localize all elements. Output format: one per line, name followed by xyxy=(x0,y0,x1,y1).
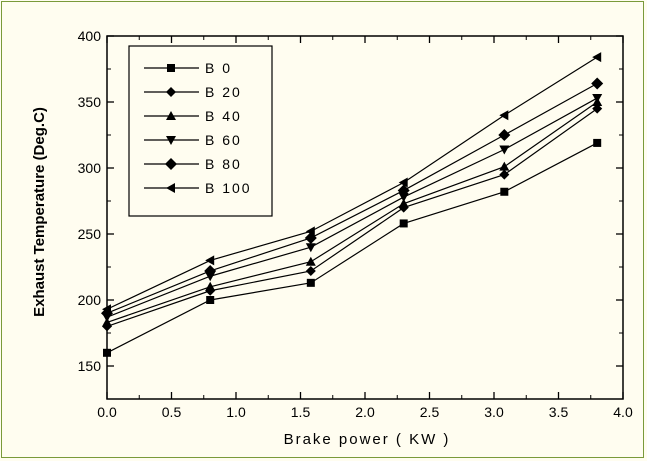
series-2-point-2 xyxy=(305,256,316,266)
legend-entry-5: B 100 xyxy=(144,180,252,196)
series-2-point-1 xyxy=(205,281,216,291)
legend-label-3: B 60 xyxy=(205,132,242,148)
legend-marker-5 xyxy=(166,183,175,193)
series-line-4 xyxy=(106,82,598,314)
series-1-point-5 xyxy=(592,103,603,114)
legend-marker-1 xyxy=(166,87,176,97)
legend-label-4: B 80 xyxy=(205,156,242,172)
legend-entry-1: B 20 xyxy=(144,84,242,100)
legend-label-0: B 0 xyxy=(205,60,232,76)
series-0-point-5 xyxy=(593,138,602,147)
x-tick-label-5: 2.5 xyxy=(420,404,440,420)
legend-label-5: B 100 xyxy=(205,180,252,196)
series-3 xyxy=(102,94,603,323)
series-line-5 xyxy=(106,56,598,310)
series-4 xyxy=(101,77,604,320)
series-0-point-2 xyxy=(306,278,315,287)
x-tick-label-4: 2.0 xyxy=(355,404,375,420)
y-tick-label-2: 250 xyxy=(78,226,102,242)
series-0 xyxy=(103,138,602,357)
series-line-3 xyxy=(106,97,598,318)
legend-marker-4 xyxy=(165,158,177,170)
legend-marker-0 xyxy=(167,64,175,72)
series-layer xyxy=(101,52,604,357)
series-5 xyxy=(102,52,602,315)
x-tick-label-7: 3.5 xyxy=(549,404,569,420)
legend-label-1: B 20 xyxy=(205,84,242,100)
series-4-point-3 xyxy=(397,184,410,197)
series-5-point-4 xyxy=(499,110,509,121)
series-line-2 xyxy=(106,101,598,324)
series-3-point-4 xyxy=(499,145,510,155)
y-tick-label-4: 350 xyxy=(78,94,102,110)
series-0-point-3 xyxy=(399,219,408,228)
series-2 xyxy=(102,97,603,327)
y-tick-label-0: 150 xyxy=(78,358,102,374)
series-4-point-4 xyxy=(498,129,511,141)
series-4-point-1 xyxy=(204,264,217,277)
legend-entry-4: B 80 xyxy=(144,156,242,172)
series-0-point-4 xyxy=(500,187,509,196)
x-tick-label-3: 1.5 xyxy=(291,404,311,420)
legend-entry-2: B 40 xyxy=(144,108,242,124)
series-5-point-5 xyxy=(592,52,602,63)
x-axis-title: Brake power ( KW ) xyxy=(284,431,451,448)
series-2-point-3 xyxy=(398,198,409,208)
series-1-point-4 xyxy=(499,169,510,180)
x-tick-label-1: 0.5 xyxy=(162,404,182,420)
legend-box xyxy=(128,45,273,217)
legend-entry-0: B 0 xyxy=(144,60,232,76)
series-4-point-5 xyxy=(591,77,604,90)
y-axis-title: Exhaust Temperature (Deg.C) xyxy=(31,107,48,317)
legend: B 0 B 20 B 40 B 60 B 80 B 100 xyxy=(128,45,273,217)
series-0-point-1 xyxy=(206,296,215,304)
series-5-point-0 xyxy=(102,304,111,315)
x-tick-label-0: 0.0 xyxy=(97,404,117,420)
legend-entry-3: B 60 xyxy=(144,132,242,148)
x-tick-label-2: 1.0 xyxy=(226,404,246,420)
series-0-point-0 xyxy=(103,348,111,357)
axes: 0.0 0.5 1.0 1.5 2.0 2.5 3.0 3.5 4.0 150 200 250 300 3… xyxy=(78,28,633,420)
series-1-point-2 xyxy=(305,265,316,276)
series-5-point-1 xyxy=(205,255,215,266)
legend-marker-2 xyxy=(166,111,176,120)
legend-label-2: B 40 xyxy=(205,108,242,124)
x-tick-label-6: 3.0 xyxy=(484,404,504,420)
y-tick-label-1: 200 xyxy=(78,292,102,308)
series-line-1 xyxy=(106,108,598,327)
series-3-point-3 xyxy=(398,193,409,203)
series-3-point-2 xyxy=(305,243,316,253)
legend-marker-3 xyxy=(166,136,176,145)
y-tick-label-5: 400 xyxy=(78,28,102,44)
y-tick-label-3: 300 xyxy=(78,160,102,176)
series-3-point-5 xyxy=(592,94,603,104)
series-5-point-2 xyxy=(305,226,315,237)
series-line-0 xyxy=(106,142,598,354)
series-2-point-4 xyxy=(499,161,510,171)
x-tick-label-8: 4.0 xyxy=(613,404,633,420)
series-5-point-3 xyxy=(398,177,408,188)
